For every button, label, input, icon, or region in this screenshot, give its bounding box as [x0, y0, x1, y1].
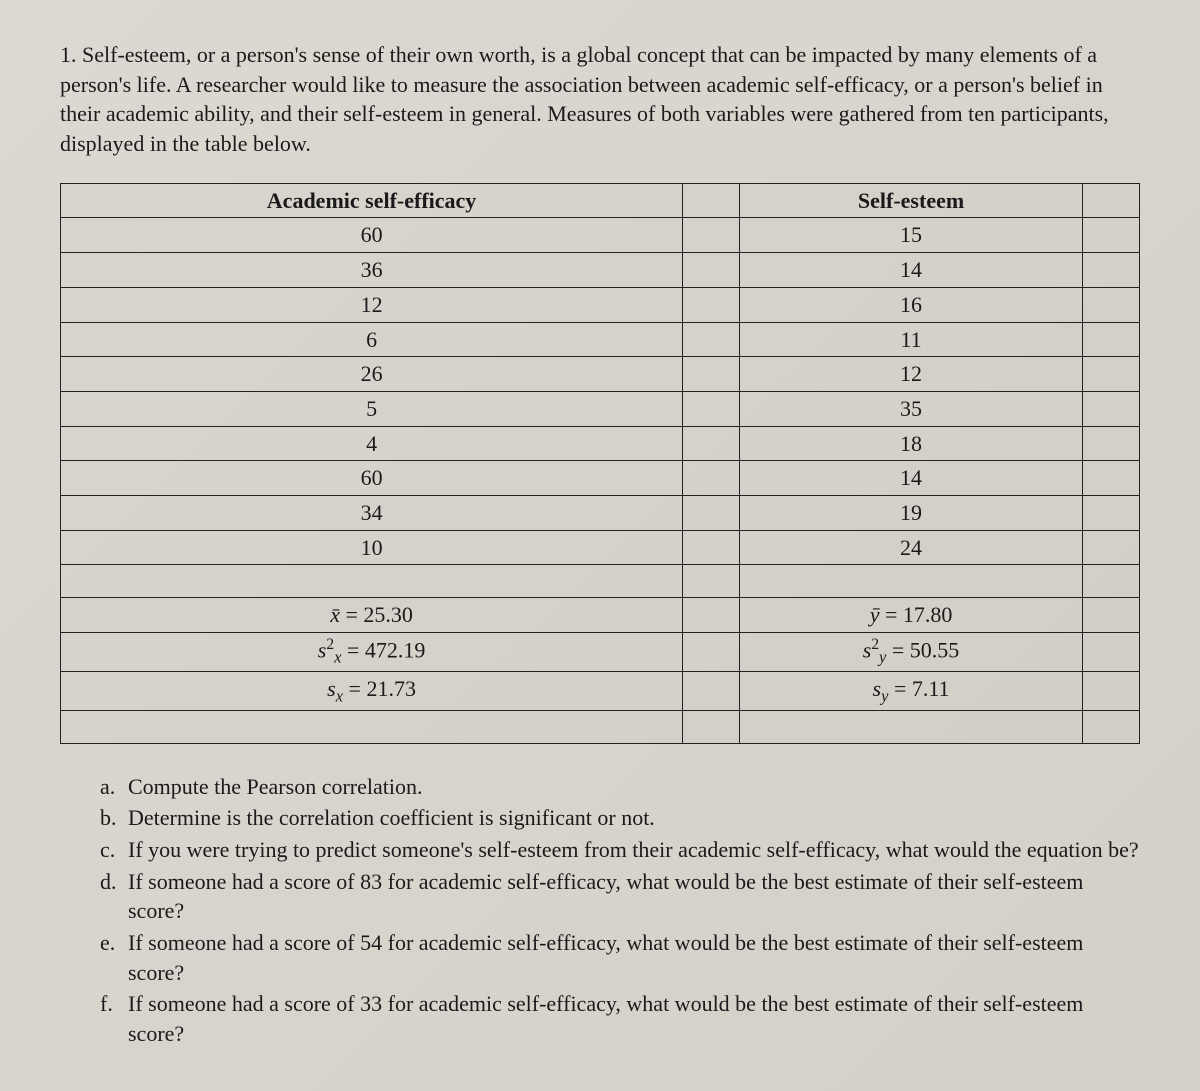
table-cell: 10	[61, 530, 683, 565]
stat-s2y: s2y = 50.55	[739, 633, 1083, 672]
q-text-b: Determine is the correlation coefficient…	[128, 803, 1140, 833]
table-cell: 35	[739, 391, 1083, 426]
problem-intro: 1. Self-esteem, or a person's sense of t…	[60, 40, 1140, 159]
col2-header: Self-esteem	[739, 183, 1083, 218]
table-cell-blank	[739, 710, 1083, 743]
stat-s2x: s2x = 472.19	[61, 633, 683, 672]
q-text-f: If someone had a score of 33 for academi…	[128, 989, 1140, 1048]
table-cell: 12	[739, 357, 1083, 392]
table-cell: 16	[739, 287, 1083, 322]
stat-sy: sy = 7.11	[739, 671, 1083, 710]
q-text-d: If someone had a score of 83 for academi…	[128, 867, 1140, 926]
table-cell-blank	[61, 565, 683, 598]
table-cell-blank	[61, 710, 683, 743]
q-letter-f: f.	[100, 989, 128, 1048]
q-letter-e: e.	[100, 928, 128, 987]
table-cell: 60	[61, 461, 683, 496]
q-letter-b: b.	[100, 803, 128, 833]
q-text-e: If someone had a score of 54 for academi…	[128, 928, 1140, 987]
table-cell: 6	[61, 322, 683, 357]
table-cell: 14	[739, 253, 1083, 288]
q-letter-c: c.	[100, 835, 128, 865]
table-cell: 18	[739, 426, 1083, 461]
col1-spacer	[683, 183, 740, 218]
questions-list: a.Compute the Pearson correlation. b.Det…	[60, 772, 1140, 1049]
stat-xbar: x̄ = 25.30	[61, 598, 683, 633]
table-cell: 34	[61, 495, 683, 530]
stat-sx: sx = 21.73	[61, 671, 683, 710]
table-cell-blank	[739, 565, 1083, 598]
table-cell: 36	[61, 253, 683, 288]
table-cell: 26	[61, 357, 683, 392]
q-text-a: Compute the Pearson correlation.	[128, 772, 1140, 802]
q-letter-a: a.	[100, 772, 128, 802]
data-table: Academic self-efficacy Self-esteem 6015 …	[60, 183, 1140, 744]
table-cell: 12	[61, 287, 683, 322]
col2-spacer	[1083, 183, 1140, 218]
table-cell: 5	[61, 391, 683, 426]
table-cell: 15	[739, 218, 1083, 253]
table-cell: 11	[739, 322, 1083, 357]
table-cell: 19	[739, 495, 1083, 530]
q-text-c: If you were trying to predict someone's …	[128, 835, 1140, 865]
table-cell: 4	[61, 426, 683, 461]
table-cell: 60	[61, 218, 683, 253]
col1-header: Academic self-efficacy	[61, 183, 683, 218]
table-cell: 14	[739, 461, 1083, 496]
table-cell: 24	[739, 530, 1083, 565]
q-letter-d: d.	[100, 867, 128, 926]
stat-ybar: ȳ = 17.80	[739, 598, 1083, 633]
